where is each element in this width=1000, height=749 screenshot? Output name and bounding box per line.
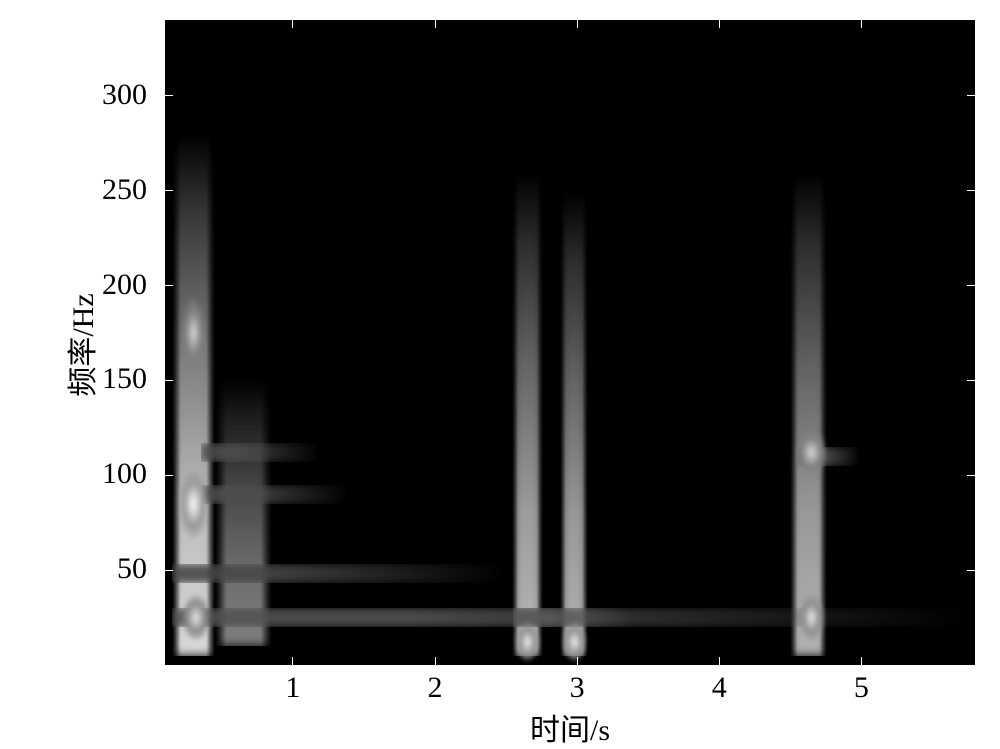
y-tick-mark [165,190,173,191]
y-tick-label: 300 [0,78,147,112]
spectrogram-hotspot [516,623,539,661]
x-tick-mark [435,20,436,28]
y-tick-mark [967,190,975,191]
x-tick-label: 4 [689,671,749,705]
x-tick-mark [719,657,720,665]
spectrogram-burst [560,191,588,656]
spectrogram-harmonic [201,485,350,504]
y-tick-label: 150 [0,362,147,396]
y-tick-label: 50 [0,552,147,586]
y-tick-label: 100 [0,457,147,491]
x-tick-label: 1 [263,671,323,705]
x-tick-mark [435,657,436,665]
y-tick-label: 250 [0,173,147,207]
y-tick-mark [165,95,173,96]
y-tick-mark [165,285,173,286]
y-tick-mark [967,95,975,96]
spectrogram-harmonic [172,564,506,583]
x-tick-mark [577,657,578,665]
spectrogram-hotspot [182,595,210,641]
x-tick-mark [861,20,862,28]
spectrogram-harmonic [513,608,634,627]
x-tick-label: 5 [831,671,891,705]
spectrogram-figure: 频率/Hz 时间/s 5010015020025030012345 [0,0,1000,749]
x-tick-mark [292,20,293,28]
y-tick-mark [165,475,173,476]
spectrogram-harmonic [797,447,861,466]
x-tick-mark [719,20,720,28]
x-tick-label: 3 [547,671,607,705]
x-tick-label: 2 [405,671,465,705]
y-tick-mark [165,570,173,571]
spectrogram-burst [215,380,272,646]
spectrogram-burst [790,172,827,656]
spectrogram-harmonic [201,443,322,462]
x-axis-label: 时间/s [500,705,640,749]
spectrogram-burst [512,172,543,656]
plot-area [165,20,975,665]
x-tick-mark [292,657,293,665]
x-tick-mark [577,20,578,28]
y-tick-mark [165,380,173,381]
spectrogram-hotspot [799,595,825,641]
y-tick-mark [967,475,975,476]
spectrogram-harmonic [172,608,975,627]
spectrogram-hotspot [182,299,205,367]
spectrogram-burst [172,134,215,656]
y-tick-label: 200 [0,268,147,302]
spectrogram-hotspot [179,470,207,538]
x-tick-mark [861,657,862,665]
spectrogram-hotspot [563,623,586,661]
y-tick-mark [967,380,975,381]
y-tick-mark [967,570,975,571]
spectrogram-hotspot [797,430,825,476]
y-tick-mark [967,285,975,286]
